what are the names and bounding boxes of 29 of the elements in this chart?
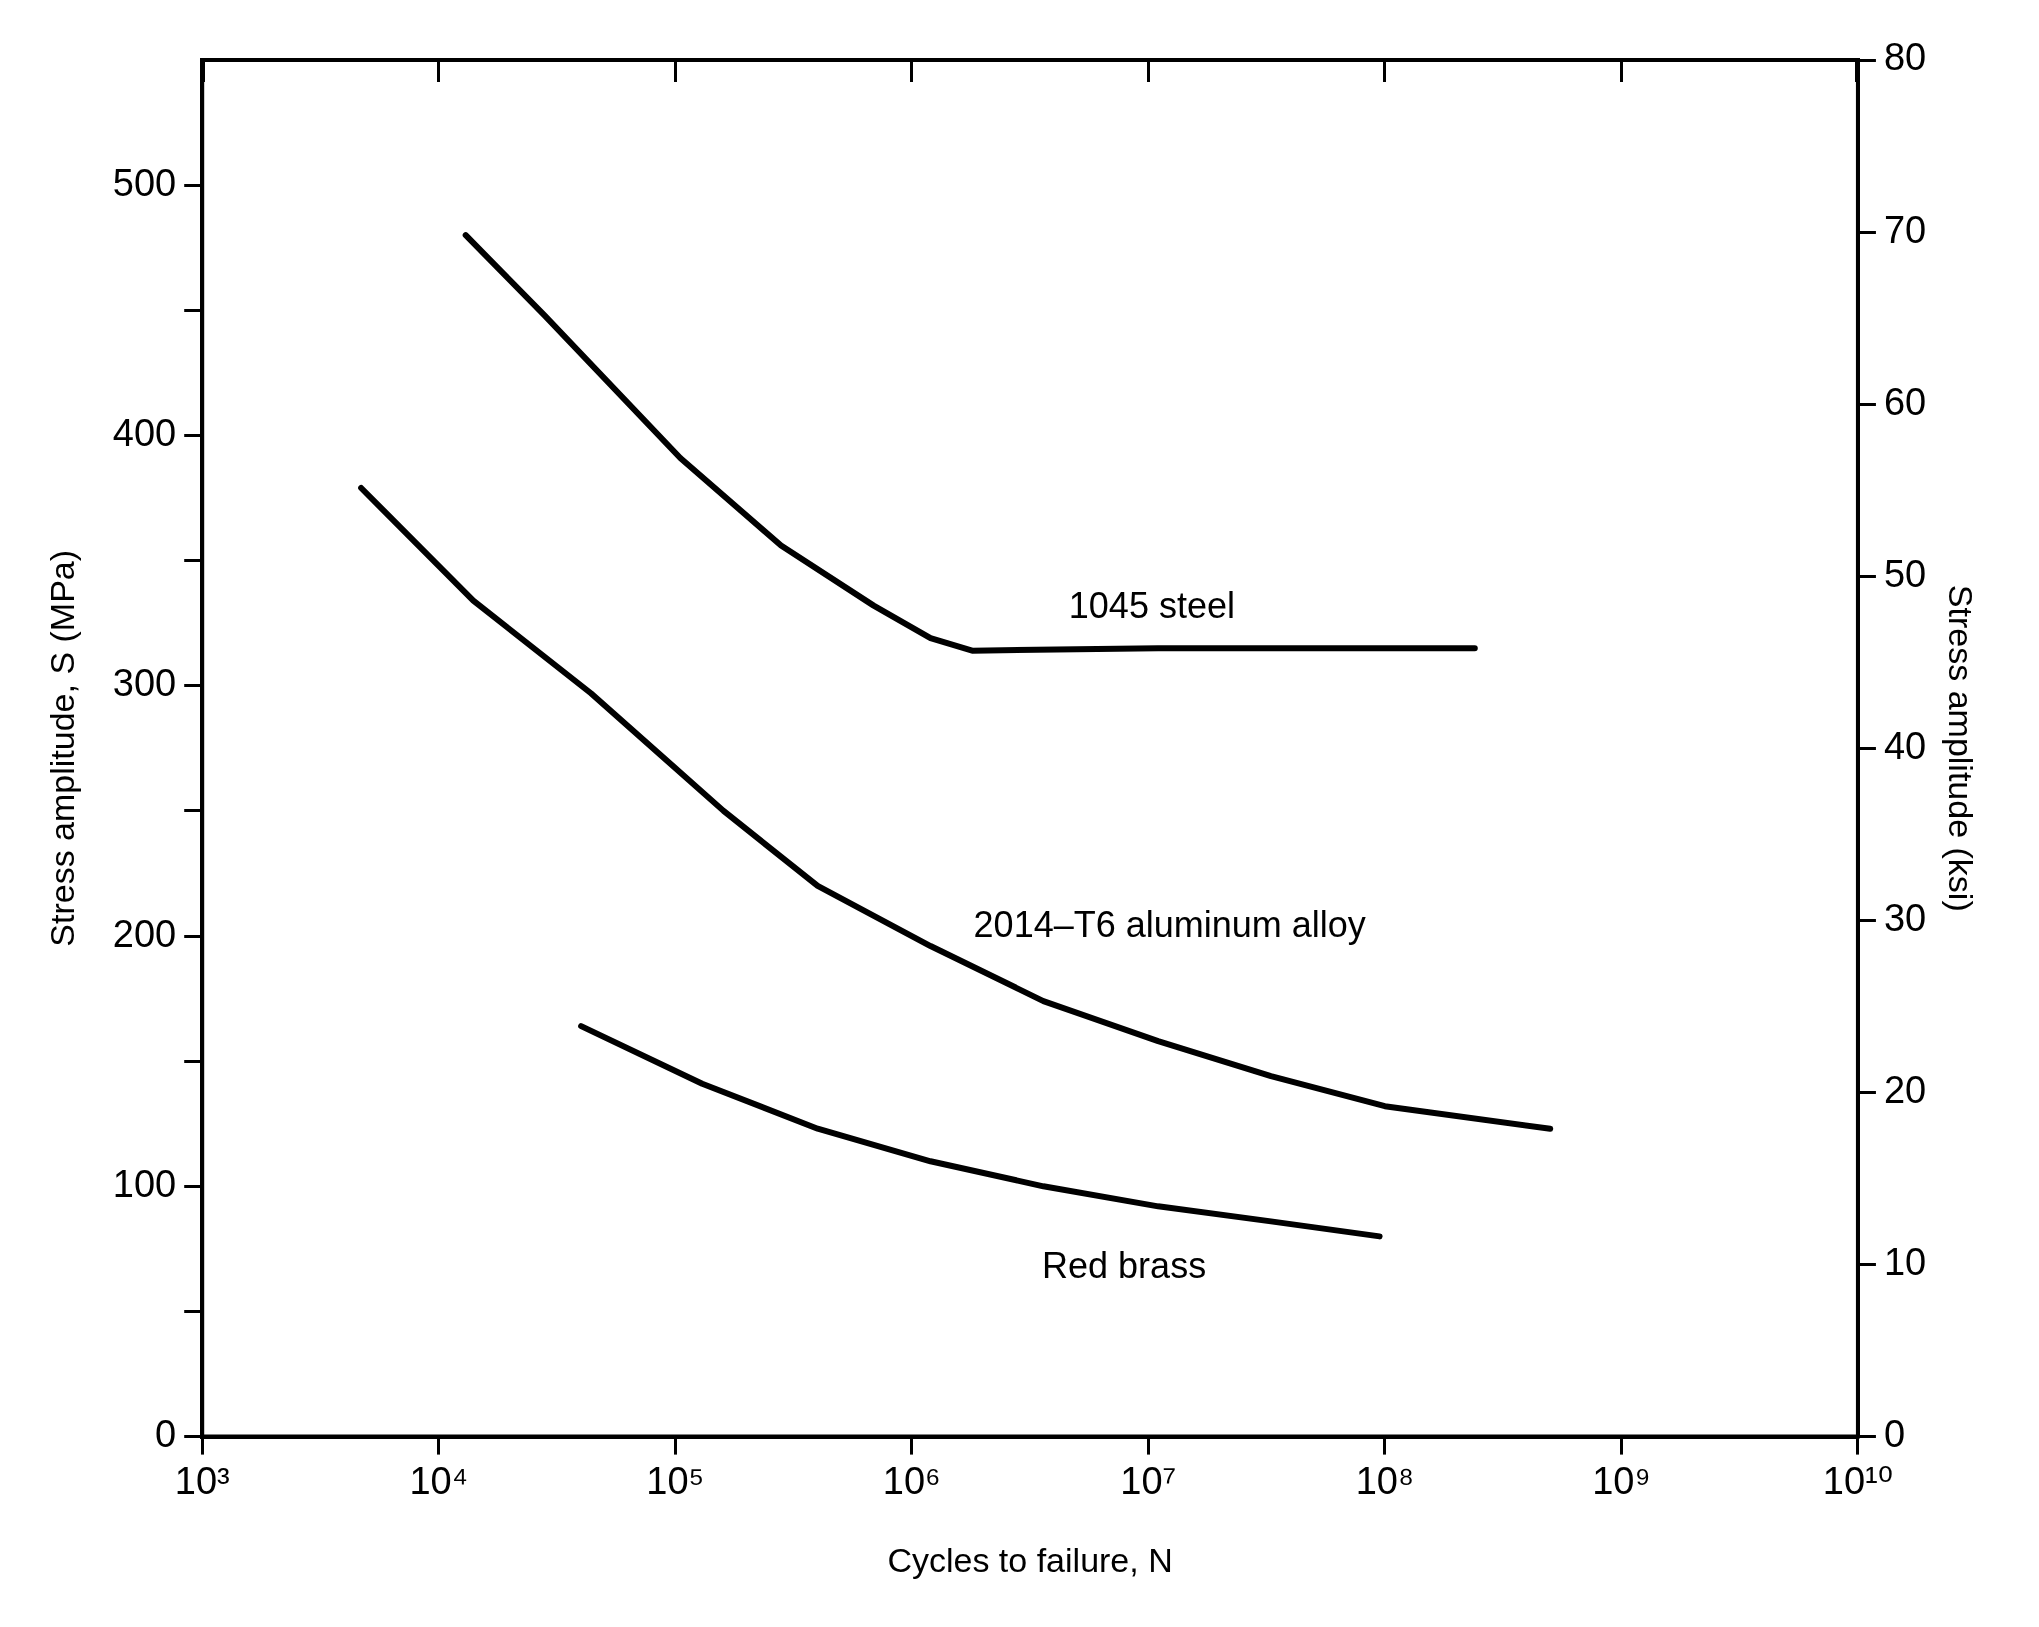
- y2-tick-label: 70: [1883, 208, 1927, 251]
- y2-tick-label: 40: [1883, 724, 1927, 767]
- x-tick-label: 10⁶: [882, 1459, 941, 1502]
- y2-tick-label: 20: [1883, 1068, 1927, 1111]
- y-tick-label: 400: [112, 411, 177, 454]
- x-axis-title: Cycles to failure, N: [887, 1540, 1173, 1579]
- y-tick-label: 500: [112, 161, 177, 204]
- y2-tick-label: 30: [1883, 896, 1927, 939]
- x-tick-label: 10⁸: [1355, 1459, 1415, 1502]
- y2-tick-label: 10: [1883, 1241, 1927, 1284]
- y2-tick-label: 80: [1883, 36, 1927, 79]
- y2-axis-title: Stress amplitude (ksi): [1942, 584, 1981, 912]
- series-label: Red brass: [1042, 1244, 1207, 1286]
- x-tick-label: 10⁷: [1120, 1459, 1177, 1502]
- x-tick-label: 10¹⁰: [1822, 1459, 1894, 1502]
- x-tick-label: 10⁹: [1592, 1459, 1651, 1502]
- y2-tick-label: 60: [1883, 380, 1927, 423]
- x-tick-label: 10⁴: [409, 1459, 469, 1502]
- x-tick-label: 10³: [174, 1459, 230, 1502]
- y-tick-label: 200: [112, 912, 177, 955]
- y2-tick-label: 0: [1883, 1413, 1906, 1456]
- x-tick-label: 10⁵: [646, 1459, 705, 1502]
- y-axis-title: Stress amplitude, S (MPa): [42, 549, 81, 947]
- series-label: 1045 steel: [1068, 585, 1235, 627]
- y-tick-label: 300: [112, 662, 177, 705]
- y-tick-label: 100: [112, 1162, 177, 1205]
- series-label: 2014–T6 aluminum alloy: [973, 903, 1366, 945]
- y2-tick-label: 50: [1883, 552, 1927, 595]
- y-tick-label: 0: [155, 1413, 177, 1456]
